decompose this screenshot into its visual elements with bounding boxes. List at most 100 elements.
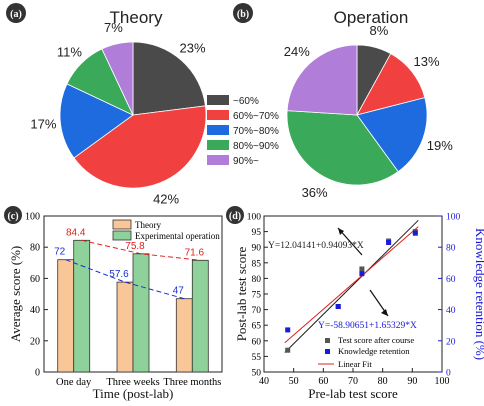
legend-label: 70%~80% — [233, 126, 279, 137]
y-tick-label: 100 — [25, 212, 40, 223]
pie-value-label: 24% — [284, 44, 310, 59]
x-axis-title-d: Pre-lab test score — [308, 386, 398, 401]
legend-swatch — [112, 230, 132, 241]
pie-slice — [356, 97, 428, 173]
x-tick-label: 70 — [348, 376, 358, 387]
legend-swatch — [112, 219, 132, 230]
bar-value-label: 47 — [173, 286, 185, 297]
y-tick-label: 0 — [35, 368, 40, 379]
legend-swatch — [207, 125, 229, 135]
y-tick-label: 50 — [252, 369, 262, 379]
y-tick-label: 80 — [30, 243, 40, 254]
x-tick-label: 60 — [318, 376, 328, 387]
x-axis-title-c: Time (post-lab) — [93, 386, 174, 401]
legend-label: Theory — [135, 220, 161, 230]
panel-label-b: (b) — [237, 9, 249, 20]
pie-value-label: 36% — [302, 185, 328, 200]
pie-slice — [286, 44, 358, 116]
pie-value-label: 17% — [30, 117, 56, 132]
fit-line — [284, 226, 419, 344]
legend-marker — [325, 338, 330, 343]
y-tick-label: 100 — [247, 213, 262, 223]
x-tick-label: Three months — [163, 377, 221, 388]
bar — [132, 253, 150, 373]
legend-label: Linear Fit — [338, 359, 372, 369]
y-tick-label: 75 — [252, 291, 262, 301]
scatter-point — [285, 327, 291, 333]
y2-tick-label: 60 — [446, 275, 456, 285]
y-tick-label: 90 — [252, 244, 262, 254]
legend-label: Knowledge retention — [338, 346, 410, 356]
legend-swatch — [207, 140, 229, 150]
legend-label: ~60% — [233, 96, 259, 107]
y-axis-title-c: Average score (%) — [8, 246, 23, 342]
bar-value-label: 57.6 — [109, 269, 129, 280]
pie-slice — [73, 105, 207, 189]
y2-tick-label: 80 — [446, 244, 456, 254]
panel-badge-d — [226, 206, 244, 224]
x-tick-label: One day — [56, 377, 92, 388]
panel-badge-b — [233, 3, 253, 23]
bar — [175, 298, 193, 373]
annotation-arrowhead — [381, 309, 388, 316]
pie-slice — [356, 53, 426, 116]
scatter-axes: 40 50 60 70 80 90 1005055606570758085909510002… — [247, 213, 461, 388]
scatter-point — [335, 304, 341, 309]
fit-equation: Y=12.04141+0.94093*X — [268, 241, 364, 251]
panel-badge-c — [4, 206, 22, 224]
pie-value-label: 23% — [179, 41, 205, 56]
bar-value-label: 84.4 — [66, 227, 86, 238]
y2-tick-label: 20 — [446, 337, 456, 347]
pie-slice — [286, 110, 399, 186]
legend-swatch — [207, 95, 229, 105]
bar-marks: 72 57.6 47 84.4 75.8 71.6 — [54, 227, 209, 373]
panel-a: (a) Theory 23% 42% 17% 11% 7% — [6, 3, 207, 207]
y-tick-label: 60 — [252, 337, 262, 347]
fit-line — [284, 219, 419, 353]
pie-value-label: 11% — [57, 44, 82, 59]
pie-value-label: 7% — [104, 20, 123, 35]
bar — [73, 239, 91, 373]
legend-marker — [325, 349, 330, 354]
x-tick-label: 80 — [378, 376, 388, 387]
y-tick-label: 40 — [30, 305, 40, 316]
bar — [116, 281, 134, 373]
x-tick-label: 90 — [407, 376, 417, 387]
y2-tick-label: 0 — [446, 369, 451, 379]
legend-label: 60%~70% — [233, 111, 279, 122]
pie-slice — [132, 41, 206, 116]
y-tick-label: 95 — [252, 228, 262, 238]
trend-line — [81, 239, 201, 261]
scatter-point — [359, 266, 365, 272]
scatter-point — [359, 271, 365, 277]
y-tick-label: 60 — [30, 274, 40, 285]
legend-swatch — [207, 110, 229, 120]
scatter-point — [412, 230, 418, 236]
panel-label-d: (d) — [229, 211, 241, 222]
panel-d: (d) 40 50 60 70 80 90 100505560657075808590951… — [226, 206, 484, 401]
x-tick-label: Three weeks — [106, 377, 159, 388]
bar — [57, 259, 75, 373]
fit-equation: Y=-58.90651+1.65329*X — [318, 321, 417, 331]
scatter-marks: Y=12.04141+0.94093*X Y=-58.90651+1.65329*… — [268, 219, 419, 353]
y-tick-label: 20 — [30, 336, 40, 347]
trend-line — [65, 259, 185, 300]
pie-title-a: Theory — [110, 8, 163, 27]
y-tick-label: 65 — [252, 322, 262, 332]
panel-label-a: (a) — [10, 9, 22, 20]
panel-c: (c) 0 20 40 60 80 100 One day Three weeks Three … — [4, 206, 223, 401]
scatter-point — [285, 347, 291, 353]
scatter-point — [386, 240, 392, 245]
legend-label: Experimental operation — [135, 231, 220, 241]
bar-value-label: 71.6 — [185, 247, 205, 258]
panel-label-c: (c) — [7, 211, 18, 222]
y2-tick-label: 40 — [446, 306, 456, 316]
bar — [191, 259, 209, 373]
y-tick-label: 55 — [252, 353, 262, 363]
pie-value-label: 13% — [413, 54, 439, 69]
pie-slice — [101, 41, 134, 116]
annotation-arrowhead — [338, 228, 344, 235]
y-axis-title-d: Post-lab test score — [234, 246, 249, 341]
